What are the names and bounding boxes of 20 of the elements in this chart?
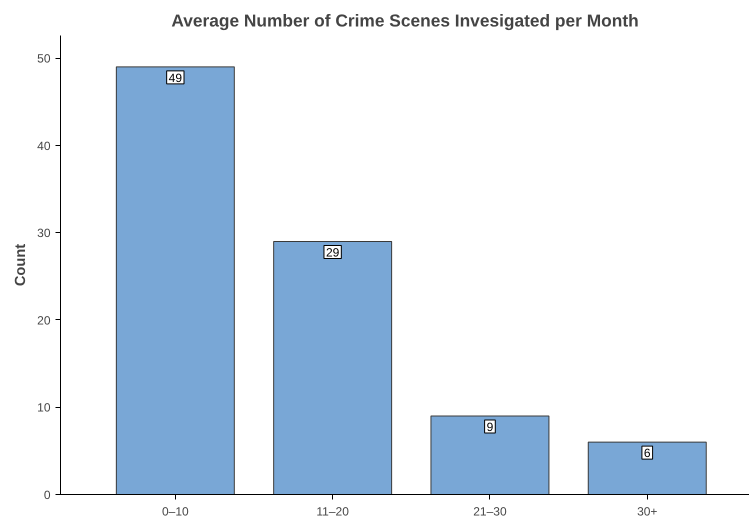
y-axis-title: Count xyxy=(13,244,30,286)
x-tick-label: 0–10 xyxy=(162,504,190,518)
y-tick-label: 10 xyxy=(37,400,51,415)
bar xyxy=(588,442,707,494)
data-label: 6 xyxy=(644,446,651,460)
x-tick-label: 21–30 xyxy=(473,504,507,518)
y-tick-label: 50 xyxy=(37,52,51,66)
y-tick-label: 0 xyxy=(44,488,51,502)
x-tick-label: 11–20 xyxy=(316,504,350,518)
x-tick-label: 30+ xyxy=(637,504,658,518)
data-label: 29 xyxy=(326,245,340,260)
y-tick-label: 40 xyxy=(37,138,51,153)
y-tick-label: 20 xyxy=(37,313,51,328)
bar xyxy=(430,415,550,494)
chart-title: Average Number of Crime Scenes Invesigated per Month xyxy=(171,10,639,30)
y-tick-label: 30 xyxy=(37,226,51,240)
bar xyxy=(273,240,392,494)
data-label: 9 xyxy=(486,420,494,434)
bar xyxy=(116,66,235,494)
data-label: 49 xyxy=(168,70,182,85)
